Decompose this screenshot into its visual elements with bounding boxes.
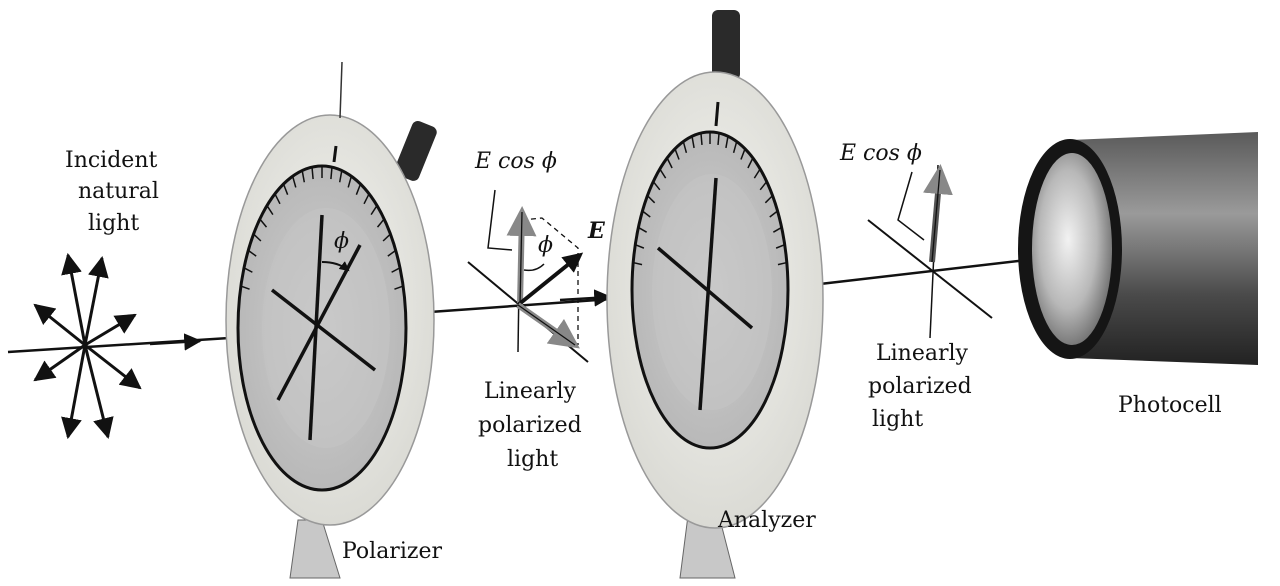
scale-tick xyxy=(674,148,680,160)
scale-tick xyxy=(391,267,401,273)
incident-line-3: light xyxy=(88,211,139,236)
scale-tick xyxy=(691,136,695,149)
label-incident-natural-light: Incident natural light xyxy=(65,148,159,236)
scale-tick xyxy=(282,183,289,195)
light-beam xyxy=(7,248,1072,354)
label-linearly-polarized-1: Linearly polarized light xyxy=(478,379,582,472)
linear2-line-1: Linearly xyxy=(876,341,969,366)
scale-tick xyxy=(777,261,787,266)
scale-tick xyxy=(243,267,253,273)
scale-tick xyxy=(646,195,656,204)
analyzer-disk xyxy=(606,10,824,579)
scale-tick xyxy=(659,168,667,179)
linear1-line-2: polarized xyxy=(478,413,582,438)
scale-tick xyxy=(382,233,391,242)
label-linearly-polarized-2: Linearly polarized light xyxy=(868,341,972,432)
scale-tick xyxy=(700,133,703,146)
scale-tick xyxy=(638,226,648,233)
scale-tick xyxy=(291,176,297,188)
label-analyzer: Analyzer xyxy=(717,508,816,533)
incident-line-2: natural xyxy=(78,179,159,204)
scale-tick xyxy=(732,141,738,154)
scale-tick xyxy=(355,183,362,195)
scale-tick xyxy=(634,243,645,249)
scale-tick xyxy=(717,133,720,146)
scale-tick xyxy=(330,167,333,180)
scale-tick xyxy=(266,205,274,216)
scale-tick xyxy=(274,193,281,205)
polarized-light-vectors-2 xyxy=(867,164,993,339)
scale-tick xyxy=(753,168,761,179)
scale-tick xyxy=(338,170,343,183)
incident-line-1: Incident xyxy=(65,148,157,173)
scale-tick xyxy=(387,249,397,257)
scale-tick xyxy=(394,285,404,290)
scale-tick xyxy=(347,176,353,188)
scale-tick xyxy=(641,210,651,218)
polarizer-scale-ticks xyxy=(240,166,404,290)
label-phi-vector: ϕ xyxy=(538,233,553,258)
label-polarizer: Polarizer xyxy=(342,539,442,564)
label-phi-polarizer: ϕ xyxy=(334,229,349,254)
scale-tick xyxy=(652,181,661,191)
polarizer-disk xyxy=(225,61,437,579)
scale-tick xyxy=(376,218,385,228)
label-e-vector: E xyxy=(587,218,606,244)
scale-tick xyxy=(247,249,257,257)
linear2-line-3: light xyxy=(872,407,923,432)
scale-tick xyxy=(725,136,729,149)
label-e-cos-phi-1: E cos ϕ xyxy=(474,149,557,174)
scale-tick xyxy=(253,233,262,242)
photocell xyxy=(1018,132,1258,365)
scale-tick xyxy=(370,205,378,216)
scale-tick xyxy=(301,170,306,183)
scale-tick xyxy=(740,148,746,160)
scale-tick xyxy=(775,243,786,249)
polarized-light-vectors-1 xyxy=(467,189,589,363)
linear1-line-3: light xyxy=(507,447,558,472)
linear2-line-2: polarized xyxy=(868,374,972,399)
linear1-line-1: Linearly xyxy=(484,379,577,404)
scale-tick xyxy=(747,157,754,169)
scale-tick xyxy=(759,181,768,191)
scale-tick xyxy=(633,261,643,266)
scale-tick xyxy=(240,285,250,290)
scale-tick xyxy=(682,141,688,154)
scale-tick xyxy=(666,157,673,169)
scale-tick xyxy=(259,218,268,228)
scale-tick xyxy=(363,193,370,205)
label-e-cos-phi-2: E cos ϕ xyxy=(839,141,922,166)
label-photocell: Photocell xyxy=(1118,393,1222,418)
analyzer-scale-ticks xyxy=(633,132,787,266)
natural-light-star xyxy=(33,252,142,440)
scale-tick xyxy=(772,226,782,233)
scale-tick xyxy=(311,167,314,180)
scale-tick xyxy=(769,210,779,218)
scale-tick xyxy=(764,195,774,204)
